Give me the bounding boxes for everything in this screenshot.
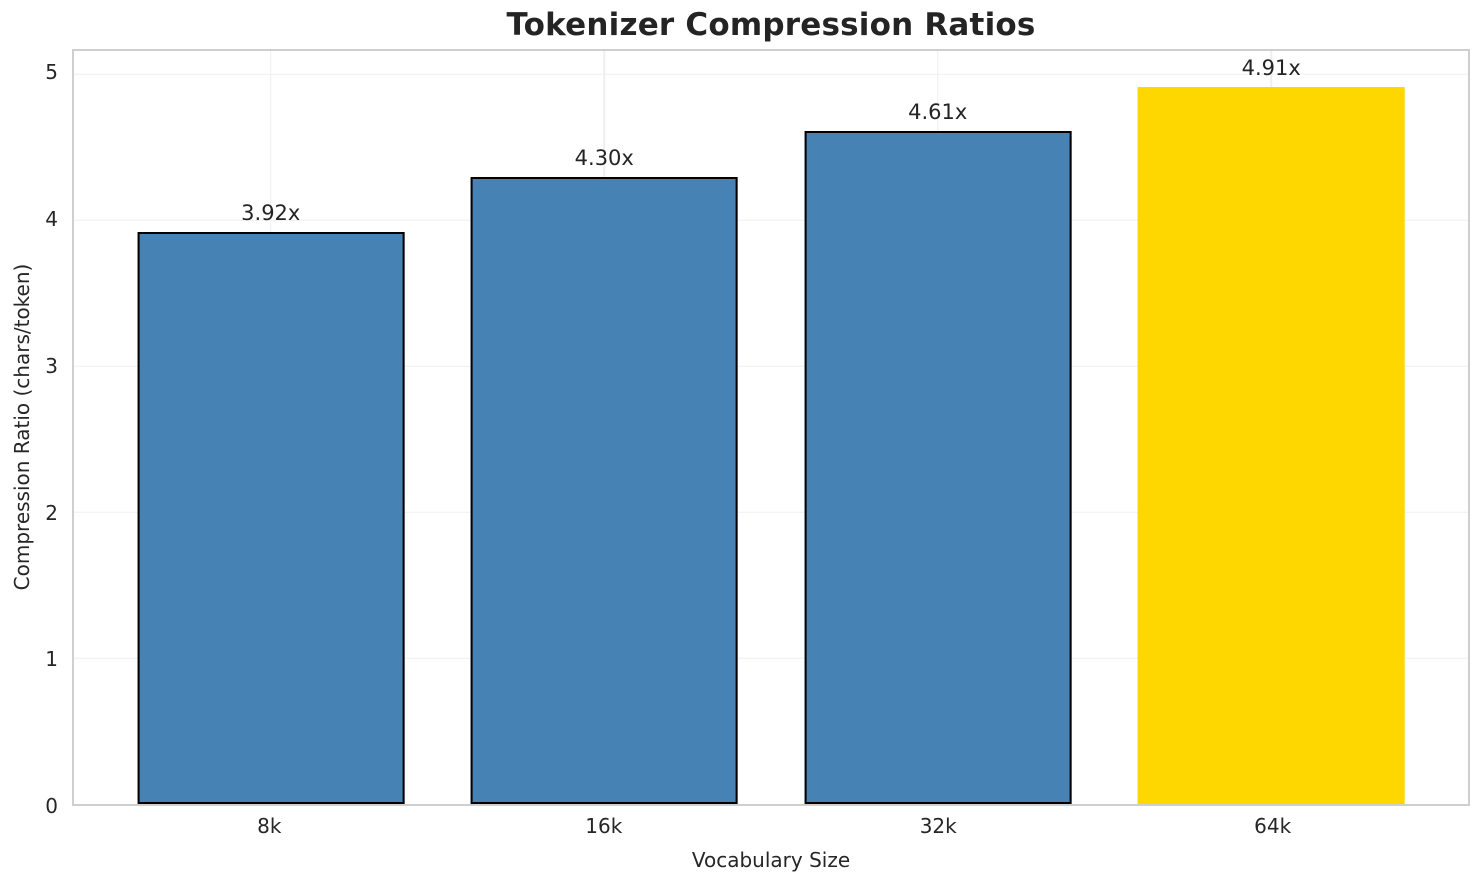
- y-tick-label: 3: [45, 353, 58, 378]
- x-tick-label: 32k: [919, 814, 957, 838]
- bar: [470, 176, 738, 804]
- y-tick-label: 5: [45, 60, 58, 85]
- bar: [137, 231, 405, 804]
- bar-value-label: 4.91x: [1241, 56, 1301, 81]
- x-tick-label: 8k: [257, 814, 282, 838]
- gridline-horizontal: [74, 365, 1468, 367]
- chart-title: Tokenizer Compression Ratios: [506, 7, 1036, 43]
- plot-area: 3.92x 4.30x 4.61x 4.91x: [72, 49, 1470, 806]
- y-tick-label: 1: [45, 647, 58, 672]
- bar-value-label: 3.92x: [241, 200, 301, 225]
- bar-value-label: 4.30x: [574, 145, 634, 170]
- x-tick-label: 64k: [1254, 814, 1292, 838]
- bar-value-label: 4.61x: [908, 100, 968, 125]
- x-tick-label: 16k: [585, 814, 623, 838]
- y-tick-label: 2: [45, 500, 58, 525]
- gridline-horizontal: [74, 73, 1468, 76]
- gridline-horizontal: [74, 511, 1468, 513]
- y-tick-label: 0: [45, 794, 58, 818]
- bar: [804, 131, 1072, 804]
- bar: [1137, 87, 1405, 804]
- gridline-horizontal: [74, 219, 1468, 222]
- x-axis-label: Vocabulary Size: [691, 848, 851, 872]
- y-tick-label: 4: [45, 207, 58, 232]
- gridline-horizontal: [74, 657, 1468, 659]
- y-axis-label: Compression Ratio (chars/token): [10, 263, 34, 591]
